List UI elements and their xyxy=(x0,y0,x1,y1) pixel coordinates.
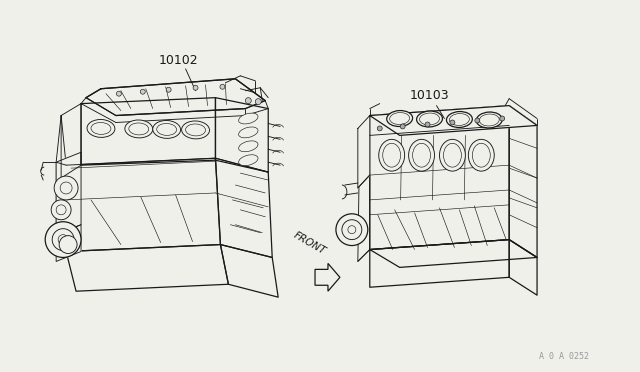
Polygon shape xyxy=(56,116,66,251)
Ellipse shape xyxy=(417,111,442,127)
Ellipse shape xyxy=(239,141,258,152)
Circle shape xyxy=(116,91,122,96)
Circle shape xyxy=(58,235,68,244)
Circle shape xyxy=(245,98,252,104)
Circle shape xyxy=(348,226,356,234)
Ellipse shape xyxy=(239,127,258,138)
Ellipse shape xyxy=(91,122,111,134)
Circle shape xyxy=(140,89,145,94)
Circle shape xyxy=(52,229,74,250)
Polygon shape xyxy=(358,116,370,188)
Ellipse shape xyxy=(153,121,180,138)
Circle shape xyxy=(59,235,77,253)
Ellipse shape xyxy=(125,120,153,138)
Ellipse shape xyxy=(468,140,494,171)
Circle shape xyxy=(377,126,382,131)
Text: A 0 A 0252: A 0 A 0252 xyxy=(539,352,589,361)
Ellipse shape xyxy=(182,121,209,139)
Ellipse shape xyxy=(387,110,413,126)
Polygon shape xyxy=(509,106,537,257)
Ellipse shape xyxy=(379,140,404,171)
Ellipse shape xyxy=(157,124,177,135)
Polygon shape xyxy=(315,263,340,291)
Polygon shape xyxy=(216,158,272,257)
Ellipse shape xyxy=(87,119,115,137)
Ellipse shape xyxy=(476,112,502,128)
Ellipse shape xyxy=(413,143,431,167)
Circle shape xyxy=(56,205,66,215)
Ellipse shape xyxy=(472,143,490,167)
Polygon shape xyxy=(66,244,228,291)
Polygon shape xyxy=(81,98,216,165)
Ellipse shape xyxy=(239,113,258,124)
Ellipse shape xyxy=(479,114,499,126)
Ellipse shape xyxy=(239,155,258,166)
Ellipse shape xyxy=(129,123,148,135)
Polygon shape xyxy=(358,116,370,262)
Circle shape xyxy=(342,220,362,240)
Polygon shape xyxy=(370,106,537,135)
Circle shape xyxy=(400,124,405,129)
Ellipse shape xyxy=(444,143,461,167)
Circle shape xyxy=(425,122,430,127)
Text: 10103: 10103 xyxy=(410,89,449,102)
Ellipse shape xyxy=(440,140,465,171)
Text: 10102: 10102 xyxy=(159,54,198,67)
Circle shape xyxy=(54,176,78,200)
Ellipse shape xyxy=(186,124,205,136)
Circle shape xyxy=(51,200,71,220)
Polygon shape xyxy=(61,104,81,178)
Circle shape xyxy=(166,87,171,92)
Circle shape xyxy=(450,120,455,125)
Circle shape xyxy=(60,182,72,194)
Ellipse shape xyxy=(447,112,472,128)
Polygon shape xyxy=(216,98,268,172)
Circle shape xyxy=(45,222,81,257)
Polygon shape xyxy=(56,152,81,235)
Ellipse shape xyxy=(390,113,410,125)
Circle shape xyxy=(255,99,261,105)
Polygon shape xyxy=(370,240,537,267)
Ellipse shape xyxy=(449,113,469,125)
Polygon shape xyxy=(86,79,265,116)
Polygon shape xyxy=(56,225,81,262)
Polygon shape xyxy=(220,244,278,297)
Polygon shape xyxy=(370,106,509,250)
Polygon shape xyxy=(370,240,509,287)
Circle shape xyxy=(475,118,480,123)
Polygon shape xyxy=(66,158,220,251)
Circle shape xyxy=(220,84,225,89)
Circle shape xyxy=(193,85,198,90)
Ellipse shape xyxy=(383,143,401,167)
Ellipse shape xyxy=(420,113,440,125)
Polygon shape xyxy=(509,240,537,295)
Text: FRONT: FRONT xyxy=(292,230,328,256)
Circle shape xyxy=(336,214,368,246)
Ellipse shape xyxy=(408,140,435,171)
Circle shape xyxy=(500,116,505,121)
